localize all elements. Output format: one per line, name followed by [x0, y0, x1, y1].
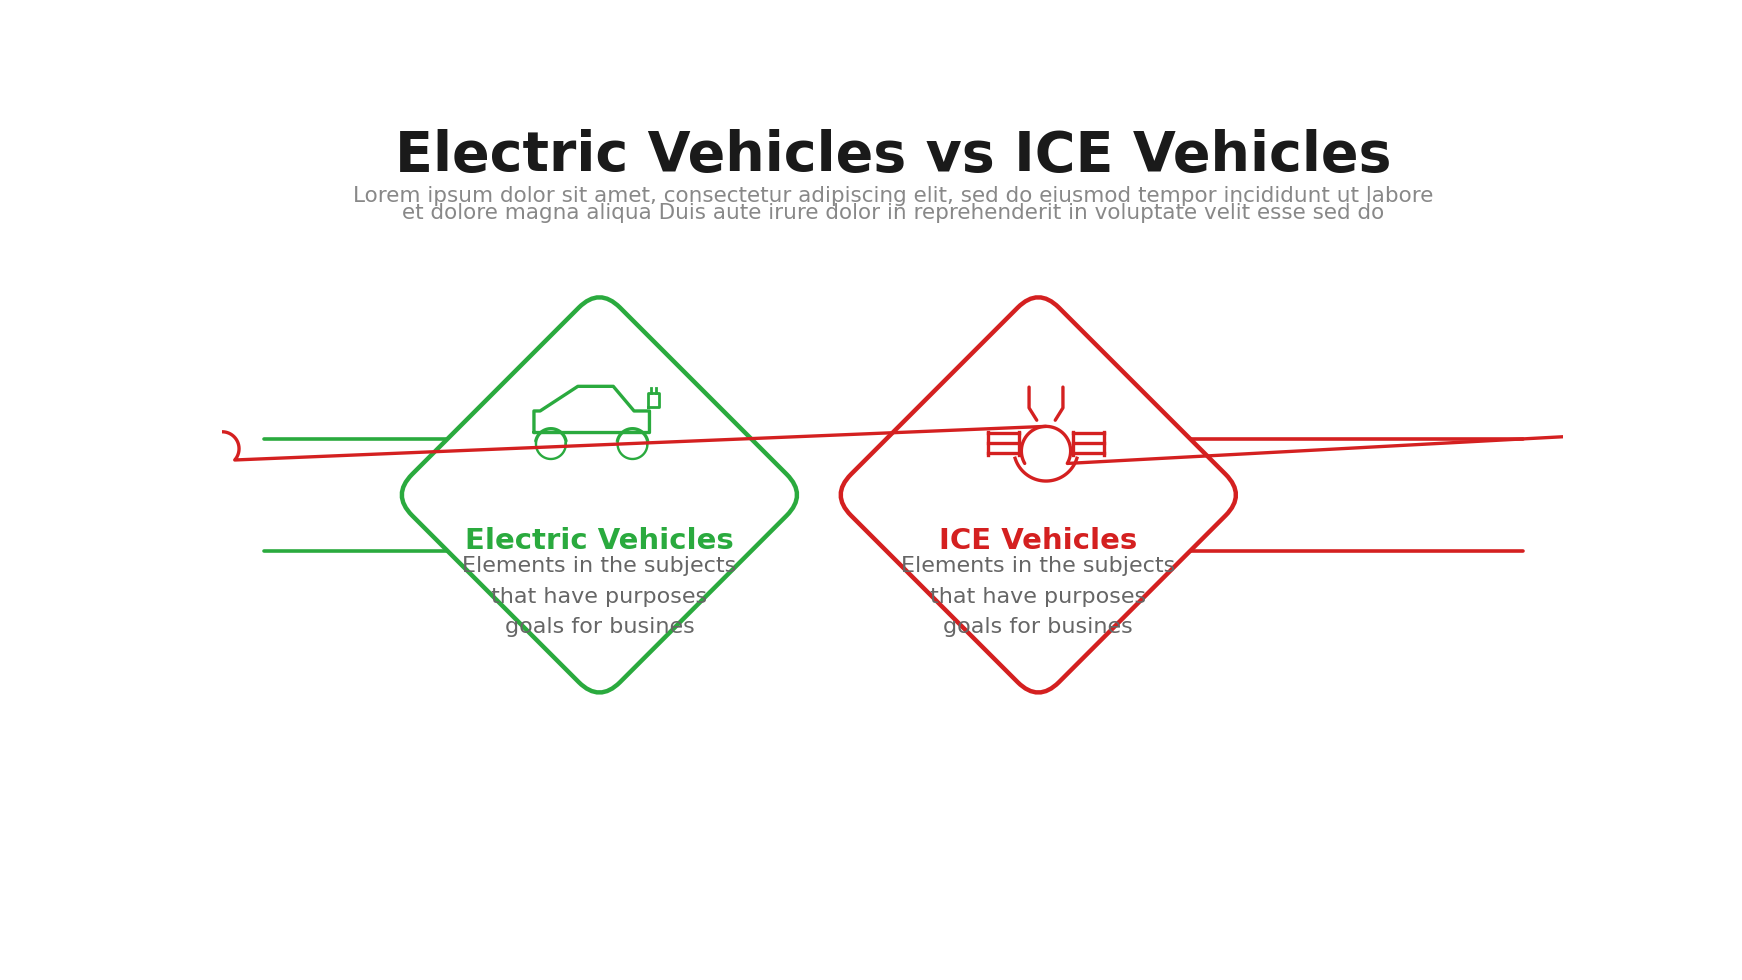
PathPatch shape	[841, 297, 1235, 693]
Text: Lorem ipsum dolor sit amet, consectetur adipiscing elit, sed do eiusmod tempor i: Lorem ipsum dolor sit amet, consectetur …	[352, 186, 1434, 206]
Text: Electric Vehicles: Electric Vehicles	[465, 527, 733, 556]
Text: et dolore magna aliqua Duis aute irure dolor in reprehenderit in voluptate velit: et dolore magna aliqua Duis aute irure d…	[402, 203, 1383, 223]
Text: ICE Vehicles: ICE Vehicles	[939, 527, 1138, 556]
Text: Elements in the subjects
that have purposes
goals for busines: Elements in the subjects that have purpo…	[462, 557, 737, 637]
Text: Elements in the subjects
that have purposes
goals for busines: Elements in the subjects that have purpo…	[901, 557, 1176, 637]
Polygon shape	[639, 394, 641, 404]
PathPatch shape	[402, 297, 798, 693]
Text: Electric Vehicles vs ICE Vehicles: Electric Vehicles vs ICE Vehicles	[394, 129, 1392, 183]
